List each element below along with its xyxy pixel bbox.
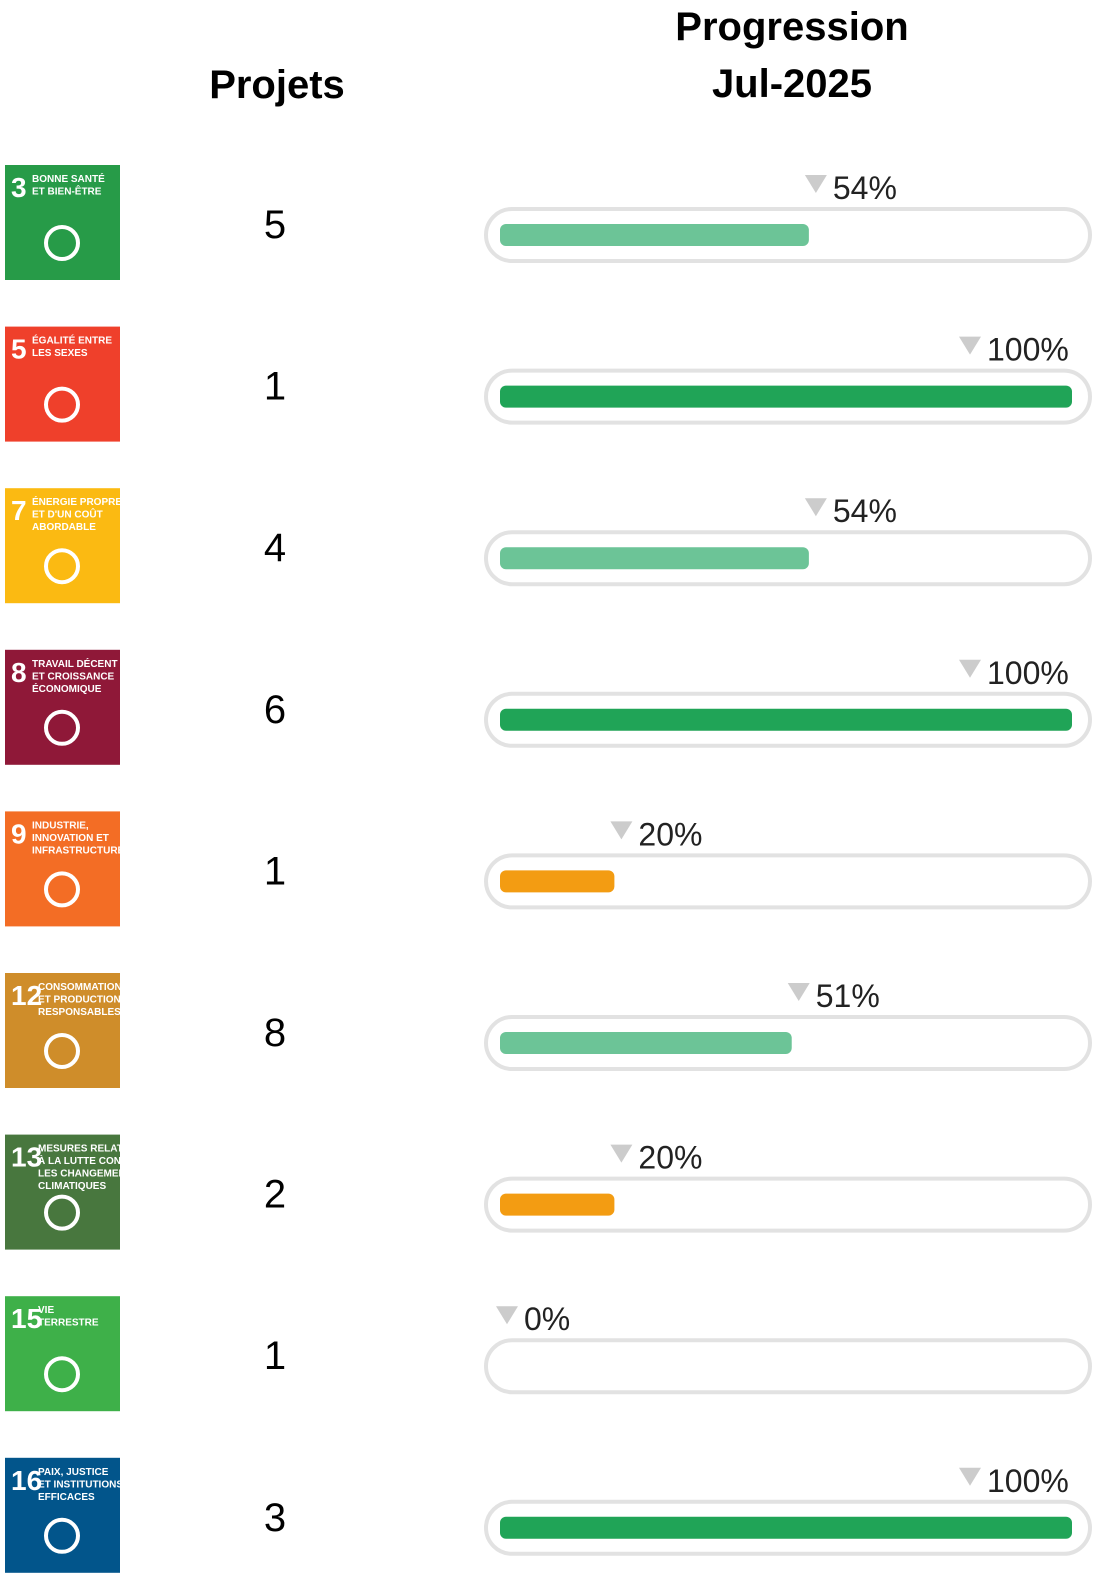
sdg-label: ÉNERGIE PROPRE xyxy=(32,495,122,508)
sdg-pictogram xyxy=(44,1033,80,1069)
sdg-number: 9 xyxy=(11,818,27,849)
project-count: 1 xyxy=(264,365,286,409)
progress-track xyxy=(484,853,1092,910)
progress-fill xyxy=(500,1193,615,1216)
sdg-label: ET INSTITUTIONS xyxy=(38,1479,123,1490)
sdg-number: 5 xyxy=(11,334,27,365)
sdg-label: TRAVAIL DÉCENT xyxy=(32,657,118,670)
sdg-number: 16 xyxy=(11,1465,42,1496)
sdg-label: EFFICACES xyxy=(38,1492,95,1503)
progress-marker xyxy=(804,498,827,517)
sdg-label: INFRASTRUCTURE xyxy=(32,845,125,856)
progress-fill xyxy=(500,1032,792,1054)
progress-fill xyxy=(500,870,615,893)
project-count: 4 xyxy=(264,526,286,570)
sdg-number: 13 xyxy=(11,1142,42,1173)
progress-label: 20% xyxy=(638,1140,702,1176)
sdg-number: 15 xyxy=(11,1303,42,1334)
progress-fill xyxy=(500,385,1072,408)
sdg-label: INNOVATION ET xyxy=(32,833,109,844)
progress-label: 54% xyxy=(833,493,897,529)
sdg-number: 8 xyxy=(11,657,27,688)
sdg-label: ABORDABLE xyxy=(32,522,96,533)
progress-fill xyxy=(500,1516,1072,1539)
sdg-label: ET D'UN COÛT xyxy=(32,508,103,521)
progress-label: 0% xyxy=(524,1301,570,1337)
sdg-label: ÉGALITÉ ENTRE xyxy=(32,334,112,347)
progress-marker xyxy=(959,336,981,355)
progress-label: 100% xyxy=(987,332,1069,368)
project-count: 5 xyxy=(264,203,286,247)
sdg-label: RESPONSABLES xyxy=(38,1007,121,1018)
progress-track xyxy=(484,1338,1092,1395)
sdg-label: ET BIEN-ÊTRE xyxy=(32,185,102,198)
sdg-label: ÉCONOMIQUE xyxy=(32,682,102,695)
progress-marker xyxy=(610,821,633,840)
progress-marker xyxy=(787,983,810,1001)
progress-label: 54% xyxy=(833,170,897,206)
sdg-number: 12 xyxy=(11,980,42,1011)
progress-marker xyxy=(959,1467,981,1486)
sdg-label: CLIMATIQUES xyxy=(38,1181,106,1192)
progress-label: 51% xyxy=(816,978,880,1014)
progress-label: 20% xyxy=(638,816,702,852)
sdg-pictogram xyxy=(44,548,80,585)
progress-label: 100% xyxy=(987,655,1069,691)
progress-fill xyxy=(500,708,1072,731)
sdg-pictogram xyxy=(44,225,80,261)
progress-marker xyxy=(610,1144,633,1163)
sdg-pictogram xyxy=(44,1194,80,1231)
sdg-number: 3 xyxy=(11,172,27,203)
progress-track xyxy=(484,1176,1092,1233)
project-count: 8 xyxy=(264,1011,286,1055)
sdg-label: BONNE SANTÉ xyxy=(32,172,105,185)
sdg-label: PAIX, JUSTICE xyxy=(38,1467,109,1478)
project-count: 2 xyxy=(264,1173,286,1217)
sdg-label: MESURES RELATIVES xyxy=(38,1144,146,1155)
sdg-pictogram xyxy=(44,1356,80,1393)
progress-marker xyxy=(959,659,981,678)
sdg-label: VIE xyxy=(38,1305,54,1316)
project-count: 1 xyxy=(264,849,286,893)
progress-marker xyxy=(496,1306,518,1325)
project-count: 1 xyxy=(264,1334,286,1378)
sdg-pictogram xyxy=(44,1517,80,1554)
projects-header: Projets xyxy=(209,63,345,107)
sdg-pictogram xyxy=(44,709,80,746)
sdg-pictogram xyxy=(44,386,80,423)
progress-label: 100% xyxy=(987,1463,1069,1499)
progress-fill xyxy=(500,547,809,570)
project-count: 3 xyxy=(264,1496,286,1540)
sdg-label: LES CHANGEMENTS xyxy=(38,1169,139,1180)
sdg-label: INDUSTRIE, xyxy=(32,820,89,831)
sdg-pictogram xyxy=(44,871,80,908)
progress-header: Progression xyxy=(675,5,908,49)
progress-fill xyxy=(500,224,809,246)
progress-marker xyxy=(804,175,827,193)
sdg-label: TERRESTRE xyxy=(38,1318,99,1329)
sdg-label: À LA LUTTE CONTRE xyxy=(38,1154,141,1167)
progress-header: Jul-2025 xyxy=(712,62,872,106)
sdg-number: 7 xyxy=(11,495,27,526)
project-count: 6 xyxy=(264,688,286,732)
sdg-label: CONSOMMATION xyxy=(38,982,122,993)
sdg-label: ET CROISSANCE xyxy=(32,671,115,682)
sdg-label: ET PRODUCTION xyxy=(38,995,121,1006)
sdg-label: LES SEXES xyxy=(32,348,88,359)
